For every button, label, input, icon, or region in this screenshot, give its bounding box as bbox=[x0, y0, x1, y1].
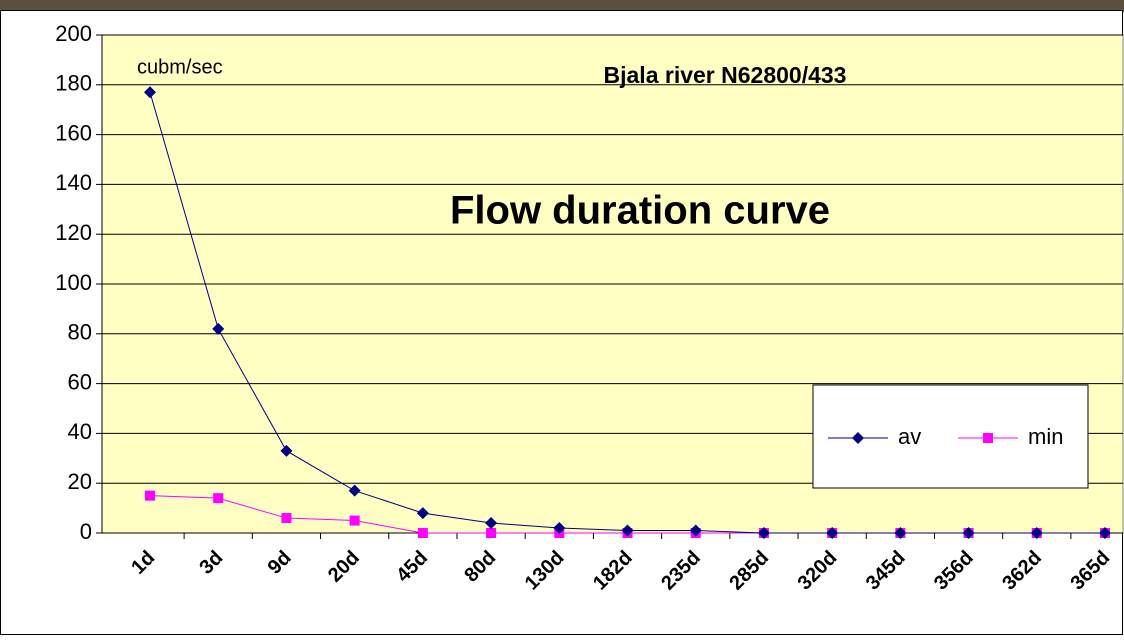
chart-title: Flow duration curve bbox=[450, 189, 830, 233]
data-point bbox=[486, 528, 497, 538]
data-point bbox=[485, 517, 498, 530]
y-tick-label: 100 bbox=[55, 270, 92, 295]
y-tick-label: 120 bbox=[55, 220, 92, 245]
y-tick-label: 60 bbox=[68, 369, 92, 394]
data-point bbox=[348, 484, 361, 497]
legend-label: av bbox=[898, 424, 921, 449]
data-point bbox=[417, 528, 428, 538]
data-point bbox=[553, 522, 566, 535]
data-point bbox=[213, 493, 224, 504]
data-point bbox=[1030, 527, 1043, 539]
y-tick-label: 200 bbox=[55, 21, 92, 46]
y-tick-label: 180 bbox=[55, 71, 92, 96]
data-point bbox=[757, 527, 770, 539]
data-point bbox=[280, 444, 293, 457]
y-tick-label: 40 bbox=[68, 419, 92, 444]
data-point bbox=[962, 527, 975, 539]
data-point bbox=[416, 507, 429, 520]
y-tick-label: 80 bbox=[68, 320, 92, 345]
y-axis-label: cubm/sec bbox=[137, 56, 223, 78]
data-point bbox=[826, 527, 839, 539]
y-tick-label: 20 bbox=[68, 469, 92, 494]
photo-strip bbox=[0, 0, 1124, 12]
data-point bbox=[145, 490, 155, 501]
legend-label: min bbox=[1028, 424, 1063, 449]
y-tick-label: 160 bbox=[55, 120, 92, 145]
chart-subtitle: Bjala river N62800/433 bbox=[604, 62, 847, 88]
data-point bbox=[689, 524, 702, 537]
data-point bbox=[349, 515, 360, 526]
data-point bbox=[1099, 527, 1111, 539]
data-point bbox=[894, 527, 907, 539]
y-tick-label: 140 bbox=[55, 170, 92, 195]
data-point bbox=[621, 524, 634, 537]
y-tick-label: 0 bbox=[80, 519, 92, 544]
data-point bbox=[212, 322, 225, 335]
legend-marker bbox=[852, 432, 864, 444]
data-point bbox=[144, 86, 156, 99]
legend-marker bbox=[983, 433, 993, 443]
data-point bbox=[281, 513, 292, 524]
